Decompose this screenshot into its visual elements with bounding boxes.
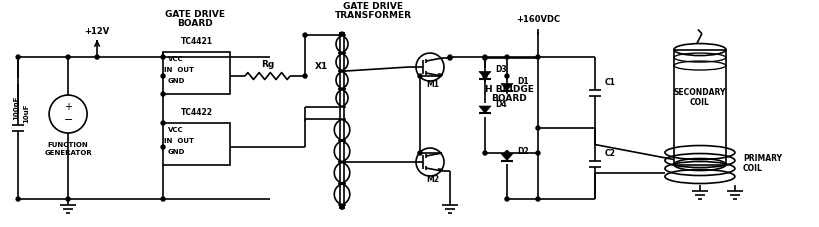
Circle shape <box>536 55 540 59</box>
Text: +12V: +12V <box>84 27 110 36</box>
Text: GND: GND <box>167 149 185 155</box>
Text: +: + <box>64 102 72 112</box>
Circle shape <box>505 151 509 155</box>
Text: C2: C2 <box>605 148 616 158</box>
Circle shape <box>448 56 452 60</box>
Text: GATE DRIVE: GATE DRIVE <box>165 10 225 19</box>
Polygon shape <box>479 106 491 113</box>
Text: SECONDARY: SECONDARY <box>674 88 726 97</box>
Circle shape <box>483 74 487 78</box>
Text: D2: D2 <box>517 147 528 156</box>
Text: Rg: Rg <box>261 60 274 69</box>
Circle shape <box>483 151 487 155</box>
Circle shape <box>448 55 452 59</box>
Circle shape <box>161 121 165 125</box>
Circle shape <box>161 197 165 201</box>
Text: M2: M2 <box>427 175 440 184</box>
Text: COIL: COIL <box>690 98 710 107</box>
Circle shape <box>303 74 307 78</box>
Circle shape <box>340 32 344 36</box>
Circle shape <box>505 55 509 59</box>
Circle shape <box>418 151 422 155</box>
Circle shape <box>340 205 344 209</box>
Circle shape <box>161 145 165 149</box>
Text: GENERATOR: GENERATOR <box>44 150 92 156</box>
Circle shape <box>16 197 20 201</box>
Text: PRIMARY: PRIMARY <box>743 153 782 163</box>
Text: C1: C1 <box>605 78 616 86</box>
Circle shape <box>95 55 99 59</box>
Text: BOARD: BOARD <box>491 94 527 103</box>
Text: 100nF: 100nF <box>13 96 19 120</box>
Text: FUNCTION: FUNCTION <box>48 142 88 148</box>
Text: M1: M1 <box>427 80 440 89</box>
Text: D1: D1 <box>517 77 528 86</box>
Text: D3: D3 <box>495 65 507 74</box>
Text: X1: X1 <box>314 62 328 71</box>
Text: H BRIDGE: H BRIDGE <box>485 85 533 94</box>
Polygon shape <box>501 84 513 91</box>
Circle shape <box>483 55 487 59</box>
Circle shape <box>505 74 509 78</box>
Circle shape <box>418 74 422 78</box>
Circle shape <box>536 197 540 201</box>
Text: 10uF: 10uF <box>23 103 29 123</box>
Polygon shape <box>501 153 513 160</box>
Text: −: − <box>63 115 73 125</box>
Bar <box>163 52 230 94</box>
Circle shape <box>536 151 540 155</box>
Text: D4: D4 <box>495 99 507 109</box>
Text: TC4422: TC4422 <box>180 108 213 117</box>
Text: TC4421: TC4421 <box>180 37 213 46</box>
Text: VCC: VCC <box>168 127 184 133</box>
Text: IN  OUT: IN OUT <box>164 67 194 73</box>
Circle shape <box>66 55 70 59</box>
Text: BOARD: BOARD <box>177 19 213 28</box>
Circle shape <box>340 205 344 209</box>
Bar <box>674 49 726 165</box>
Bar <box>163 123 230 165</box>
Circle shape <box>66 197 70 201</box>
Circle shape <box>483 56 487 60</box>
Text: VCC: VCC <box>168 56 184 62</box>
Text: GND: GND <box>167 78 185 84</box>
Text: TRANSFORMER: TRANSFORMER <box>334 11 411 20</box>
Circle shape <box>16 55 20 59</box>
Circle shape <box>161 55 165 59</box>
Circle shape <box>536 126 540 130</box>
Circle shape <box>161 92 165 96</box>
Text: IN  OUT: IN OUT <box>164 138 194 144</box>
Text: COIL: COIL <box>743 163 762 173</box>
Text: GATE DRIVE: GATE DRIVE <box>343 2 403 11</box>
Text: +160VDC: +160VDC <box>516 15 560 24</box>
Polygon shape <box>479 72 491 79</box>
Circle shape <box>161 74 165 78</box>
Circle shape <box>303 33 307 37</box>
Circle shape <box>505 197 509 201</box>
